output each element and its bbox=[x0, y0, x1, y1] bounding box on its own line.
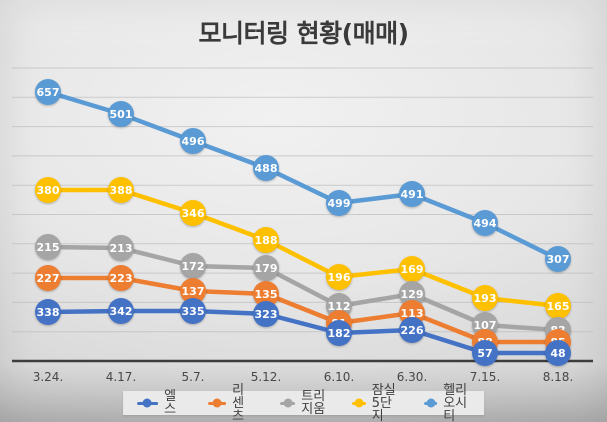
data-point-marker[interactable]: 488 bbox=[253, 155, 279, 181]
data-point-label: 179 bbox=[254, 261, 278, 275]
x-axis-tick-label[interactable]: 4.17. bbox=[105, 370, 137, 384]
data-point-marker[interactable]: 188 bbox=[253, 227, 279, 253]
data-point-marker[interactable]: 494 bbox=[472, 210, 498, 236]
data-point-label: 107 bbox=[473, 318, 497, 332]
legend-dot-icon bbox=[212, 398, 222, 408]
data-point-label: 496 bbox=[181, 134, 205, 148]
legend-label: 리센츠 bbox=[232, 382, 245, 422]
data-point-marker[interactable]: 213 bbox=[108, 235, 134, 261]
data-point-label: 335 bbox=[181, 304, 205, 318]
legend-line-marker-icon bbox=[424, 398, 438, 408]
x-axis-tick-label[interactable]: 7.15. bbox=[469, 370, 501, 384]
legend-line-marker-icon bbox=[136, 398, 159, 408]
data-point-label: 182 bbox=[327, 326, 351, 340]
legend-line-marker-icon bbox=[352, 398, 366, 408]
data-point-label: 323 bbox=[254, 307, 278, 321]
data-point-marker[interactable]: 335 bbox=[180, 298, 206, 324]
legend-item-4[interactable]: 잠실5단지 bbox=[352, 384, 398, 422]
data-point-marker[interactable]: 491 bbox=[399, 181, 425, 207]
data-point-label: 135 bbox=[254, 287, 278, 301]
x-axis-tick-label[interactable]: 5.12. bbox=[250, 370, 282, 384]
legend-dot-icon bbox=[142, 398, 152, 408]
data-point-label: 169 bbox=[400, 262, 424, 276]
legend-label: 트리지움 bbox=[301, 389, 326, 417]
data-point-marker[interactable]: 499 bbox=[326, 190, 352, 216]
data-point-marker[interactable]: 226 bbox=[399, 317, 425, 343]
data-point-label: 112 bbox=[327, 299, 351, 313]
data-point-label: 657 bbox=[36, 85, 60, 99]
data-point-label: 137 bbox=[181, 284, 205, 298]
data-point-label: 48 bbox=[550, 346, 566, 360]
data-point-label: 193 bbox=[473, 291, 497, 305]
x-axis-tick-label[interactable]: 5.7. bbox=[181, 370, 205, 384]
data-point-label: 338 bbox=[36, 305, 60, 319]
data-point-marker[interactable]: 48 bbox=[545, 340, 571, 366]
legend-line-marker-icon bbox=[208, 398, 227, 408]
data-point-marker[interactable]: 388 bbox=[108, 177, 134, 203]
data-point-marker[interactable]: 215 bbox=[35, 234, 61, 260]
x-axis-tick-label[interactable]: 8.18. bbox=[542, 370, 574, 384]
legend: 엘스 리센츠 트리지움 잠실5단지 헬리오시티 bbox=[122, 384, 485, 422]
data-point-label: 223 bbox=[109, 271, 133, 285]
data-point-marker[interactable]: 196 bbox=[326, 264, 352, 290]
data-point-label: 226 bbox=[400, 323, 424, 337]
data-point-label: 215 bbox=[36, 240, 60, 254]
data-point-marker[interactable]: 57 bbox=[472, 340, 498, 366]
data-point-marker[interactable]: 323 bbox=[253, 301, 279, 327]
data-point-marker[interactable]: 346 bbox=[180, 200, 206, 226]
x-axis-tick-label[interactable]: 6.30. bbox=[396, 370, 428, 384]
data-point-label: 346 bbox=[181, 206, 205, 220]
legend-item-1[interactable]: 엘스 bbox=[136, 389, 183, 417]
legend-dot-icon bbox=[283, 398, 293, 408]
data-point-label: 113 bbox=[400, 306, 424, 320]
x-axis-tick-label[interactable]: 3.24. bbox=[32, 370, 64, 384]
data-point-label: 165 bbox=[546, 299, 570, 313]
legend-label: 헬리오시티 bbox=[443, 382, 468, 422]
data-point-label: 307 bbox=[546, 252, 570, 266]
legend-label: 잠실5단지 bbox=[371, 382, 396, 422]
data-point-marker[interactable]: 380 bbox=[35, 177, 61, 203]
legend-item-3[interactable]: 트리지움 bbox=[280, 389, 327, 417]
data-point-marker[interactable]: 172 bbox=[180, 253, 206, 279]
data-point-marker[interactable]: 307 bbox=[545, 246, 571, 272]
data-point-label: 488 bbox=[254, 161, 278, 175]
data-point-marker[interactable]: 501 bbox=[108, 101, 134, 127]
legend-item-2[interactable]: 리센츠 bbox=[208, 382, 255, 422]
data-point-label: 196 bbox=[327, 270, 351, 284]
data-point-marker[interactable]: 227 bbox=[35, 265, 61, 291]
data-point-label: 213 bbox=[109, 241, 133, 255]
data-point-label: 501 bbox=[109, 107, 133, 121]
data-point-marker[interactable]: 496 bbox=[180, 128, 206, 154]
data-point-marker[interactable]: 193 bbox=[472, 285, 498, 311]
data-point-marker[interactable]: 182 bbox=[326, 320, 352, 346]
data-point-label: 57 bbox=[477, 346, 493, 360]
legend-dot-icon bbox=[426, 398, 436, 408]
data-point-label: 499 bbox=[327, 196, 351, 210]
data-point-label: 388 bbox=[109, 183, 133, 197]
data-point-marker[interactable]: 223 bbox=[108, 265, 134, 291]
data-point-marker[interactable]: 179 bbox=[253, 255, 279, 281]
data-point-label: 227 bbox=[36, 271, 60, 285]
legend-item-5[interactable]: 헬리오시티 bbox=[424, 384, 470, 422]
legend-dot-icon bbox=[354, 398, 364, 408]
data-point-marker[interactable]: 165 bbox=[545, 293, 571, 319]
legend-label: 엘스 bbox=[164, 389, 177, 417]
data-point-marker[interactable]: 169 bbox=[399, 256, 425, 282]
data-point-marker[interactable]: 342 bbox=[108, 298, 134, 324]
data-point-marker[interactable]: 338 bbox=[35, 299, 61, 325]
data-point-marker[interactable]: 657 bbox=[35, 79, 61, 105]
data-point-label: 188 bbox=[254, 233, 278, 247]
data-point-label: 494 bbox=[473, 216, 497, 230]
x-axis-tick-label[interactable]: 6.10. bbox=[323, 370, 355, 384]
data-point-label: 380 bbox=[36, 183, 60, 197]
data-point-label: 491 bbox=[400, 187, 424, 201]
data-point-label: 172 bbox=[181, 259, 205, 273]
legend-line-marker-icon bbox=[280, 398, 296, 408]
data-point-label: 342 bbox=[109, 304, 133, 318]
chart-title[interactable]: 모니터링 현황(매매) bbox=[198, 19, 409, 48]
data-point-label: 129 bbox=[400, 287, 424, 301]
